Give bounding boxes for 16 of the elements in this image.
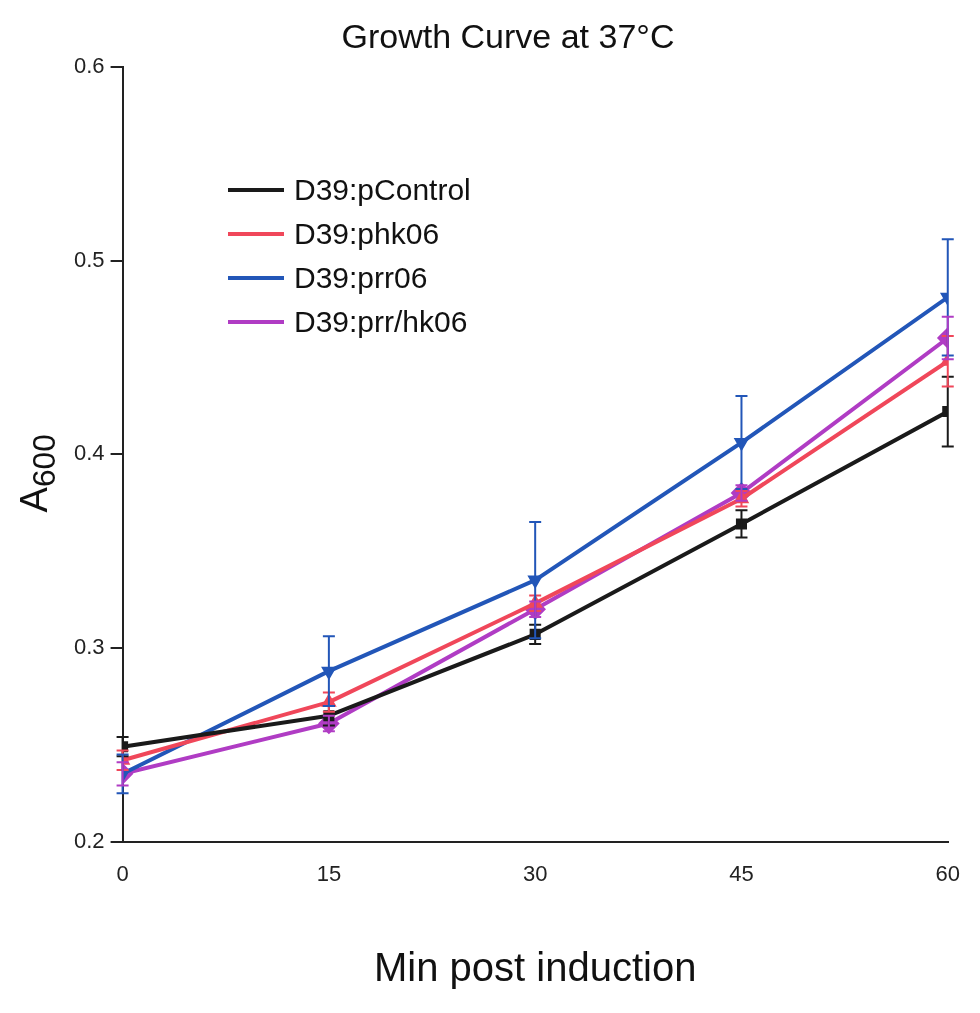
chart-title: Growth Curve at 37°C: [341, 16, 675, 55]
x-tick-label: 45: [729, 860, 754, 886]
x-axis-title: Min post induction: [373, 945, 697, 990]
y-tick-label: 0.3: [73, 633, 105, 659]
x-tick-label: 60: [935, 860, 961, 886]
x-tick-label: 30: [522, 860, 548, 886]
legend-label: D39:prr06: [294, 261, 428, 295]
y-tick-label: 0.2: [73, 827, 105, 853]
y-tick-label: 0.4: [73, 440, 105, 466]
y-tick-label: 0.5: [73, 246, 105, 272]
legend-label: D39:prr/hk06: [294, 305, 468, 339]
legend-label: D39:phk06: [294, 217, 440, 251]
x-tick-label: 0: [116, 860, 129, 886]
legend-label: D39:pControl: [294, 173, 471, 207]
x-tick-label: 15: [316, 860, 342, 886]
y-tick-label: 0.6: [73, 52, 105, 78]
